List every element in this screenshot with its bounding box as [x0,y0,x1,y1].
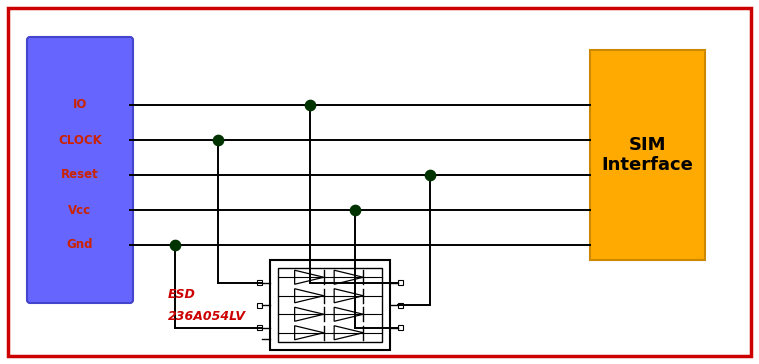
Bar [270,260,390,350]
Text: SIM
Interface: SIM Interface [602,136,694,174]
Point [349,207,361,213]
Bar [257,280,262,285]
Point [212,137,224,143]
Polygon shape [294,289,324,303]
Text: Reset: Reset [61,169,99,182]
Polygon shape [334,326,364,340]
Polygon shape [334,307,364,321]
Polygon shape [294,270,324,284]
Text: ESD: ESD [168,289,196,301]
Bar [257,302,262,308]
Bar [278,268,382,342]
Bar [398,325,403,330]
Bar [398,302,403,308]
Polygon shape [334,289,364,303]
Text: 236A054LV: 236A054LV [168,310,246,324]
Text: Vcc: Vcc [68,203,92,217]
Polygon shape [294,307,324,321]
Text: Gnd: Gnd [67,238,93,252]
Point [169,242,181,248]
Point [424,172,436,178]
Polygon shape [294,326,324,340]
Bar [590,50,705,260]
Text: IO: IO [73,99,87,111]
Bar [257,325,262,330]
Point [304,102,316,108]
FancyBboxPatch shape [27,37,133,303]
Polygon shape [334,270,364,284]
Bar [398,280,403,285]
Text: CLOCK: CLOCK [58,134,102,146]
